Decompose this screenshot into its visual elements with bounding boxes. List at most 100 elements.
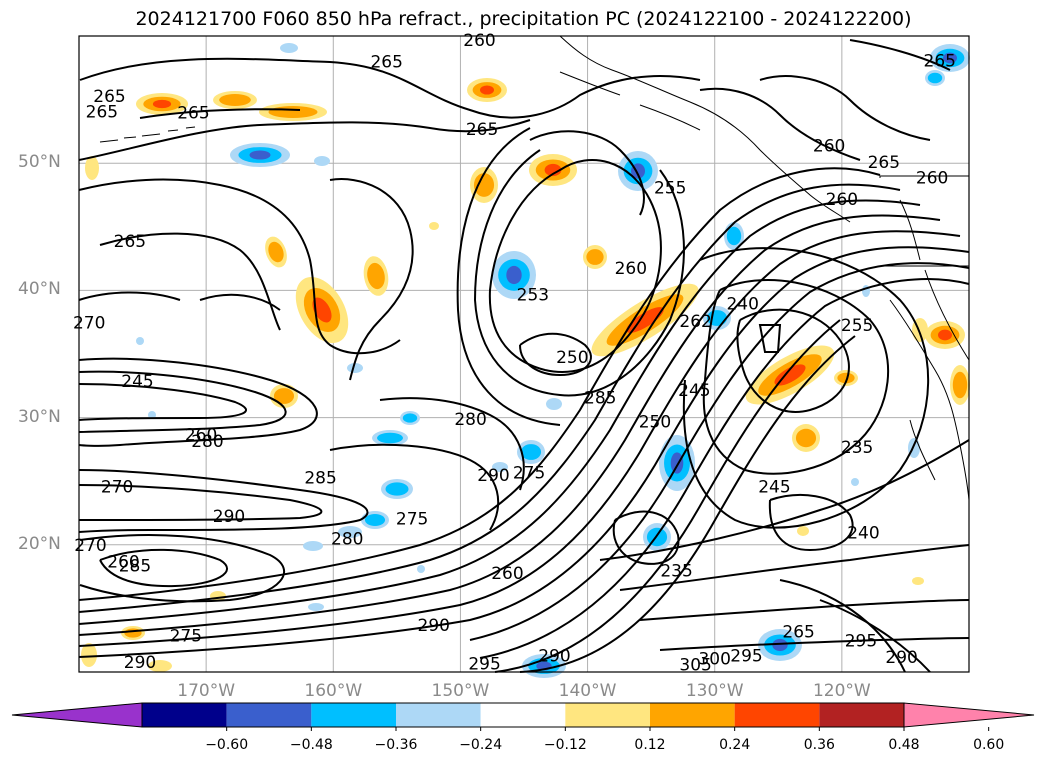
negative-precip-cell — [148, 411, 156, 419]
refractivity-contour — [519, 335, 856, 673]
negative-precip-cell — [338, 526, 362, 538]
contour-label: 290 — [124, 653, 156, 673]
refractivity-contour — [659, 637, 970, 651]
positive-precip-cell — [363, 256, 389, 296]
negative-precip-cell — [230, 143, 290, 167]
longitude-label: 160°W — [304, 681, 363, 701]
contour-label: 260 — [826, 190, 858, 210]
contour-label: 290 — [213, 507, 245, 527]
negative-precip-cell — [724, 222, 744, 250]
contour-label: 260 — [813, 137, 845, 157]
negative-precip-cell — [492, 251, 536, 299]
refractivity-contour — [139, 108, 301, 119]
contour-label: 270 — [101, 478, 133, 498]
positive-precip-cell — [950, 365, 970, 405]
contour-label: 295 — [730, 647, 762, 667]
refractivity-contour — [78, 291, 181, 301]
colorbar-max-extend — [903, 702, 1035, 728]
coastline-segment — [559, 71, 701, 131]
contour-label: 300 — [698, 649, 730, 669]
refractivity-contour — [79, 534, 285, 603]
positive-precip-cell — [745, 345, 835, 405]
map-frame — [78, 35, 970, 673]
contour-label: 280 — [331, 530, 363, 550]
refractivity-contours — [78, 39, 970, 673]
negative-precip-cell — [314, 156, 330, 166]
contour-label: 280 — [454, 410, 486, 430]
refractivity-contour — [78, 383, 248, 421]
contour-label: 275 — [396, 509, 428, 529]
contour-label: 260 — [916, 168, 948, 188]
refractivity-contour — [682, 247, 930, 529]
colorbar-tick-label: 0.48 — [888, 737, 920, 753]
negative-precip-cell — [546, 398, 562, 410]
positive-precip-cell — [136, 93, 188, 115]
contour-label: 235 — [841, 438, 873, 458]
refractivity-contour — [759, 75, 931, 141]
colorbar-bin — [311, 703, 396, 727]
refractivity-contour — [329, 178, 414, 381]
colorbar-tick-label: 0.36 — [803, 737, 835, 753]
coastline — [99, 35, 970, 501]
positive-precip-cell — [213, 91, 257, 109]
refractivity-contour — [329, 443, 500, 531]
refractivity-contour — [702, 279, 890, 475]
refractivity-contour — [819, 599, 931, 673]
refractivity-contour — [99, 548, 228, 588]
negative-precip-cell — [618, 151, 658, 191]
positive-precip-cell — [85, 156, 99, 180]
contour-label: 265 — [782, 623, 814, 643]
contour-label: 285 — [584, 389, 616, 409]
colorbar-bin — [734, 703, 820, 727]
negative-precip-cell — [280, 43, 298, 53]
contour-label: 245 — [678, 381, 710, 401]
negative-precip-cell — [372, 430, 408, 446]
contour-label: 255 — [654, 179, 686, 199]
latitude-label: 40°N — [18, 279, 61, 300]
contour-label: 295 — [468, 654, 500, 674]
coastline-segment — [879, 175, 970, 361]
refractivity-contour — [78, 214, 941, 636]
contour-label: 240 — [726, 294, 758, 314]
refractivity-contour — [78, 370, 287, 433]
refractivity-contour — [78, 199, 921, 625]
contour-label: 275 — [513, 464, 545, 484]
colorbar-bin — [565, 703, 650, 727]
refractivity-contour — [479, 278, 970, 659]
colorbar-bin — [819, 703, 904, 727]
contour-label: 265 — [93, 87, 125, 107]
longitude-label: 150°W — [431, 681, 490, 701]
refractivity-contour — [736, 308, 850, 413]
negative-precip-cell — [381, 479, 413, 499]
colorbar-bin — [142, 703, 227, 727]
contour-label: 270 — [73, 313, 105, 333]
contour-label: 265 — [86, 102, 118, 122]
negative-precip-cell — [347, 363, 363, 373]
refractivity-contour — [612, 510, 680, 565]
positive-precip-cell — [792, 424, 820, 452]
contour-label: 290 — [885, 648, 917, 668]
refractivity-contour — [78, 246, 970, 658]
negative-precip-cell — [758, 629, 802, 661]
contour-label: 262 — [679, 312, 711, 332]
negative-precip-cell — [925, 70, 945, 86]
colorbar-outline — [141, 702, 905, 728]
contour-label: 280 — [191, 432, 223, 452]
colorbar-tick-label: 0.60 — [973, 737, 1005, 753]
contour-label: 250 — [639, 413, 671, 433]
latitude-label: 20°N — [18, 533, 61, 554]
contour-label: 260 — [107, 553, 139, 573]
refractivity-contour — [78, 357, 318, 447]
longitude-label: 130°W — [685, 681, 744, 701]
colorbar-min-extend — [11, 702, 143, 728]
contour-label: 290 — [477, 466, 509, 486]
contour-label: 265 — [114, 232, 146, 252]
coastline-segment — [99, 126, 196, 143]
positive-precip-cell — [467, 78, 507, 102]
refractivity-contour — [494, 319, 841, 673]
contour-label: 295 — [845, 631, 877, 651]
contour-label: 275 — [170, 626, 202, 646]
refractivity-contour — [78, 183, 901, 613]
refractivity-contour — [768, 494, 854, 552]
